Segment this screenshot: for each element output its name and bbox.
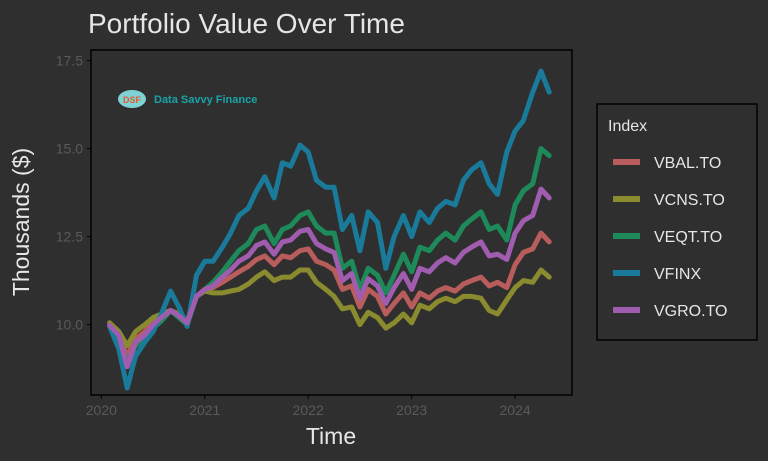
y-tick-label: 17.5: [56, 53, 83, 69]
logo-badge-text: DSF: [123, 95, 142, 105]
legend-label: VCNS.TO: [654, 192, 725, 209]
y-tick-label: 15.0: [56, 141, 83, 157]
x-tick-label: 2024: [500, 402, 531, 418]
x-tick-label: 2021: [189, 402, 220, 418]
logo-badge-shape: [118, 90, 146, 108]
x-tick-label: 2020: [86, 402, 117, 418]
legend-box: [596, 103, 758, 341]
y-tick-label: 10.0: [56, 317, 83, 333]
watermark-logo: DSF Data Savvy Finance: [118, 90, 257, 108]
legend-items: VBAL.TO VCNS.TO VEQT.TO VFINX VGRO.TO: [613, 155, 728, 320]
y-tick-label: 12.5: [56, 229, 83, 245]
y-axis-ticks: 10.0 12.5 15.0 17.5: [56, 53, 91, 333]
legend-label: VGRO.TO: [654, 303, 728, 320]
y-axis-title: Thousands ($): [8, 148, 34, 296]
series-line-vgro-to: [107, 186, 552, 370]
series-lines: [107, 68, 552, 391]
legend: Index VBAL.TO VCNS.TO VEQT.TO VFINX VGRO.TO: [596, 103, 758, 341]
legend-label: VEQT.TO: [654, 229, 722, 246]
chart-title: Portfolio Value Over Time: [88, 8, 405, 39]
legend-label: VBAL.TO: [654, 155, 721, 172]
x-axis-title: Time: [306, 423, 356, 449]
legend-title: Index: [608, 118, 647, 135]
x-tick-label: 2023: [396, 402, 427, 418]
x-tick-label: 2022: [293, 402, 324, 418]
x-axis-ticks: 2020 2021 2022 2023 2024: [86, 395, 531, 418]
legend-label: VFINX: [654, 266, 701, 283]
plot-panel: [90, 49, 573, 396]
logo-text: Data Savvy Finance: [154, 94, 257, 106]
